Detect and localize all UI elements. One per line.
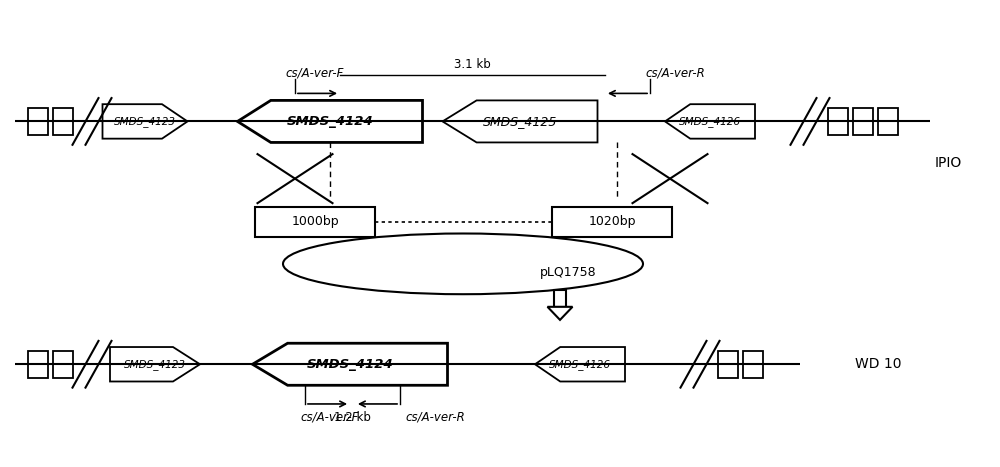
Bar bbox=[853, 108, 873, 135]
Text: cs/A-ver-F: cs/A-ver-F bbox=[300, 411, 358, 424]
Bar bbox=[53, 108, 73, 135]
Text: cs/A-ver-R: cs/A-ver-R bbox=[405, 411, 465, 424]
Polygon shape bbox=[535, 347, 625, 382]
Polygon shape bbox=[665, 104, 755, 139]
Polygon shape bbox=[110, 347, 200, 382]
Polygon shape bbox=[252, 343, 448, 385]
Polygon shape bbox=[548, 307, 572, 320]
Text: IPIO: IPIO bbox=[935, 156, 962, 170]
Bar bbox=[28, 108, 48, 135]
Bar bbox=[878, 108, 898, 135]
Text: SMDS_4126: SMDS_4126 bbox=[549, 359, 611, 370]
Bar bbox=[554, 290, 566, 307]
Bar bbox=[53, 351, 73, 378]
Text: cs/A-ver-F: cs/A-ver-F bbox=[285, 66, 343, 79]
Bar bbox=[743, 351, 763, 378]
Text: WD 10: WD 10 bbox=[855, 357, 902, 371]
Text: SMDS_4125: SMDS_4125 bbox=[483, 115, 557, 128]
Text: 1020bp: 1020bp bbox=[588, 215, 636, 228]
Polygon shape bbox=[442, 100, 598, 142]
Polygon shape bbox=[238, 100, 422, 142]
Text: SMDS_4126: SMDS_4126 bbox=[679, 116, 741, 127]
Bar bbox=[28, 351, 48, 378]
Bar bbox=[718, 351, 738, 378]
Text: SMDS_4124: SMDS_4124 bbox=[307, 358, 393, 371]
Text: 1.2 kb: 1.2 kb bbox=[334, 411, 371, 424]
Bar bbox=[552, 206, 672, 237]
Text: pLQ1758: pLQ1758 bbox=[540, 266, 596, 279]
Polygon shape bbox=[102, 104, 188, 139]
Bar bbox=[828, 108, 848, 135]
Text: SMDS_4123: SMDS_4123 bbox=[124, 359, 186, 370]
Bar bbox=[255, 206, 375, 237]
Text: cs/A-ver-R: cs/A-ver-R bbox=[645, 66, 705, 79]
Text: SMDS_4124: SMDS_4124 bbox=[287, 115, 373, 128]
Text: SMDS_4123: SMDS_4123 bbox=[114, 116, 176, 127]
Text: 1000bp: 1000bp bbox=[291, 215, 339, 228]
Text: 3.1 kb: 3.1 kb bbox=[454, 58, 491, 71]
